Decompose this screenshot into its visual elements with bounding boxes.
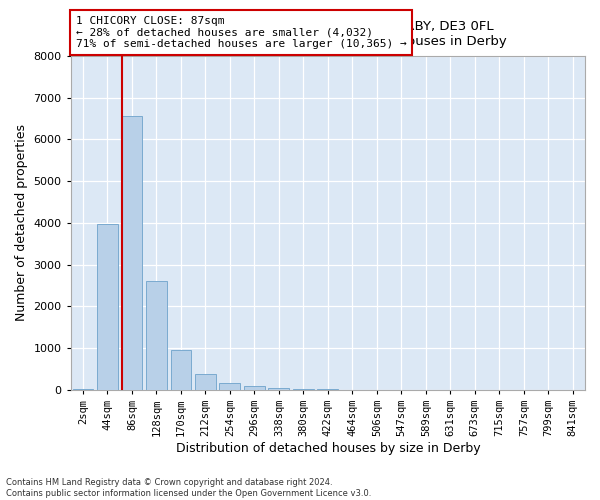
Bar bbox=[73, 388, 94, 390]
Bar bbox=[220, 383, 241, 390]
Text: Contains HM Land Registry data © Crown copyright and database right 2024.
Contai: Contains HM Land Registry data © Crown c… bbox=[6, 478, 371, 498]
Bar bbox=[122, 116, 142, 390]
Bar bbox=[170, 350, 191, 390]
Y-axis label: Number of detached properties: Number of detached properties bbox=[15, 124, 28, 322]
Title: 1, CHICORY CLOSE, MICKLEOVER, DERBY, DE3 0FL
Size of property relative to detach: 1, CHICORY CLOSE, MICKLEOVER, DERBY, DE3… bbox=[149, 20, 507, 48]
Bar bbox=[195, 374, 216, 390]
Bar bbox=[146, 282, 167, 390]
X-axis label: Distribution of detached houses by size in Derby: Distribution of detached houses by size … bbox=[176, 442, 480, 455]
Text: 1 CHICORY CLOSE: 87sqm
← 28% of detached houses are smaller (4,032)
71% of semi-: 1 CHICORY CLOSE: 87sqm ← 28% of detached… bbox=[76, 16, 407, 49]
Bar bbox=[293, 388, 314, 390]
Bar bbox=[97, 224, 118, 390]
Bar bbox=[244, 386, 265, 390]
Bar bbox=[268, 388, 289, 390]
